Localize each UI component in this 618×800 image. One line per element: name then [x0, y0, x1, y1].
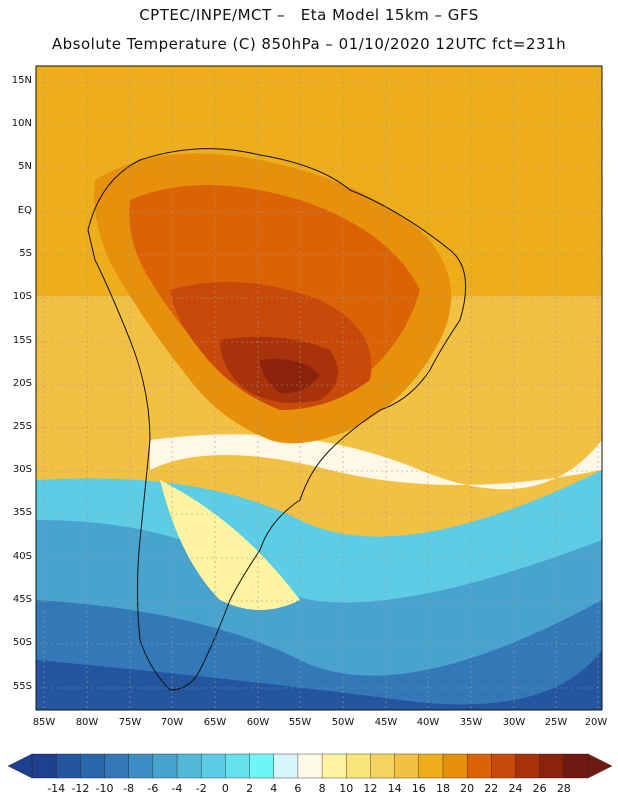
lat-label: 10S [12, 291, 32, 302]
colorbar-swatch [80, 753, 106, 779]
map-border [35, 65, 603, 711]
lon-label: 45W [374, 717, 398, 728]
lat-label: 20S [12, 378, 32, 389]
colorbar-label: 6 [294, 782, 302, 795]
lat-label: EQ [17, 205, 32, 216]
colorbar [7, 753, 613, 779]
colorbar-label: 16 [411, 782, 426, 795]
colorbar-swatch [273, 753, 299, 779]
colorbar-label: -6 [147, 782, 159, 795]
lat-label: 10N [11, 118, 32, 129]
colorbar-label: 14 [387, 782, 402, 795]
lon-label: 25W [544, 717, 568, 728]
temperature-field [36, 66, 602, 710]
colorbar-label: 2 [246, 782, 254, 795]
colorbar-label: 10 [339, 782, 354, 795]
colorbar-swatch [249, 753, 275, 779]
colorbar-swatch [297, 753, 323, 779]
colorbar-label: 20 [460, 782, 475, 795]
graticule [36, 66, 602, 710]
colorbar-swatch [563, 753, 589, 779]
lon-label: 20W [584, 717, 608, 728]
lat-label: 30S [12, 464, 32, 475]
colorbar-swatch [370, 753, 396, 779]
chart-subtitle: Absolute Temperature (C) 850hPa – 01/10/… [51, 35, 567, 53]
colorbar-swatch [491, 753, 516, 779]
lon-label: 75W [118, 717, 142, 728]
lon-label: 50W [331, 717, 355, 728]
lat-label: 45S [12, 594, 32, 605]
continent-outline [87, 148, 467, 691]
lon-label: 30W [502, 717, 526, 728]
colorbar-swatch [442, 753, 468, 779]
lat-label: 40S [12, 551, 32, 562]
colorbar-swatch [104, 753, 130, 779]
colorbar-label: -14 [47, 782, 66, 795]
lat-label: 55S [12, 681, 32, 692]
colorbar-label: -10 [95, 782, 114, 795]
colorbar-label: 28 [556, 782, 571, 795]
colorbar-label: 18 [435, 782, 450, 795]
colorbar-label: 0 [221, 782, 229, 795]
colorbar-swatch [321, 753, 347, 779]
lat-label: 25S [12, 421, 32, 432]
colorbar-label: -12 [71, 782, 90, 795]
colorbar-swatch [515, 753, 541, 779]
colorbar-swatch [418, 753, 444, 779]
colorbar-label: 4 [270, 782, 278, 795]
colorbar-swatch [31, 753, 57, 779]
lat-label: 35S [12, 507, 32, 518]
colorbar-label: -4 [171, 782, 183, 795]
colorbar-swatch [539, 753, 565, 779]
colorbar-swatch [225, 753, 251, 779]
colorbar-max-arrow [587, 753, 613, 779]
colorbar-label: 24 [508, 782, 523, 795]
lat-label: 50S [12, 637, 32, 648]
lat-label: 15S [12, 335, 32, 346]
colorbar-label: -2 [195, 782, 207, 795]
lat-label: 5N [18, 161, 32, 172]
colorbar-label: 22 [484, 782, 499, 795]
colorbar-label: 26 [532, 782, 547, 795]
lon-label: 55W [288, 717, 312, 728]
chart-title: CPTEC/INPE/MCT – Eta Model 15km – GFS [139, 6, 479, 24]
colorbar-label: -8 [123, 782, 135, 795]
colorbar-swatch [152, 753, 178, 779]
colorbar-labels: -14 -12 -10 -8 -6 -4 -2 0 2 4 6 8 10 12 14 16 18 20 22 24 26… [0, 782, 618, 796]
lon-label: 60W [246, 717, 270, 728]
colorbar-label: 12 [363, 782, 378, 795]
colorbar-swatch [466, 753, 492, 779]
colorbar-min-arrow [7, 753, 33, 779]
colorbar-swatch [394, 753, 420, 779]
lon-label: 35W [459, 717, 483, 728]
colorbar-swatch [128, 753, 154, 779]
colorbar-swatch [176, 753, 202, 779]
colorbar-swatch [201, 753, 226, 779]
lon-label: 65W [203, 717, 227, 728]
colorbar-swatch [55, 753, 81, 779]
lon-label: 85W [32, 717, 56, 728]
lat-label: 15N [11, 75, 32, 86]
colorbar-swatch [346, 753, 371, 779]
lon-label: 40W [416, 717, 440, 728]
lat-label: 5S [19, 248, 32, 259]
colorbar-label: 8 [318, 782, 326, 795]
lon-label: 80W [75, 717, 99, 728]
lon-label: 70W [160, 717, 184, 728]
